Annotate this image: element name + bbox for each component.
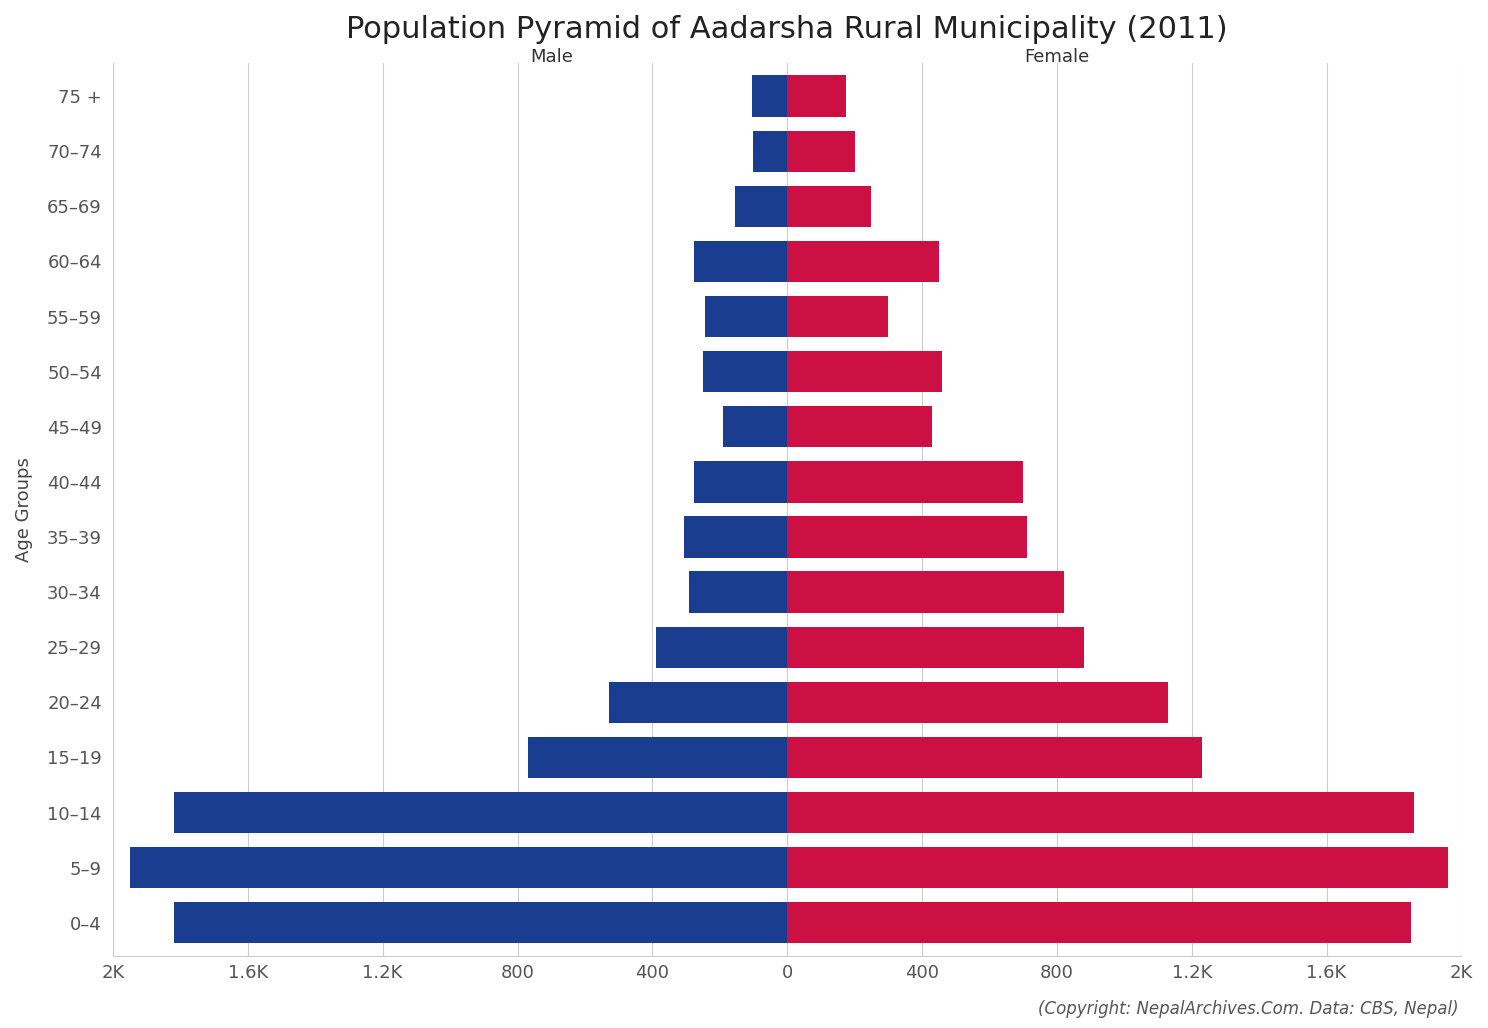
Bar [695, 462, 787, 503]
Bar [174, 792, 787, 834]
Bar [689, 572, 787, 613]
Bar [174, 903, 787, 944]
Bar [787, 75, 847, 117]
Text: (Copyright: NepalArchives.Com. Data: CBS, Nepal): (Copyright: NepalArchives.Com. Data: CBS… [1037, 999, 1458, 1018]
Bar [787, 296, 888, 337]
Bar [751, 75, 787, 117]
Bar [702, 351, 787, 393]
Bar [787, 626, 1083, 668]
Bar [129, 847, 787, 888]
Bar [787, 792, 1414, 834]
Bar [705, 296, 787, 337]
Text: Female: Female [1024, 47, 1089, 66]
Y-axis label: Age Groups: Age Groups [15, 457, 33, 562]
Bar [787, 241, 939, 282]
Bar [787, 572, 1064, 613]
Text: Male: Male [530, 47, 573, 66]
Bar [787, 186, 872, 227]
Bar [787, 682, 1168, 723]
Title: Population Pyramid of Aadarsha Rural Municipality (2011): Population Pyramid of Aadarsha Rural Mun… [347, 15, 1228, 44]
Bar [656, 626, 787, 668]
Bar [787, 406, 931, 447]
Bar [528, 737, 787, 778]
Bar [723, 406, 787, 447]
Bar [753, 131, 787, 172]
Bar [684, 516, 787, 557]
Bar [787, 737, 1202, 778]
Bar [787, 462, 1024, 503]
Bar [695, 241, 787, 282]
Bar [609, 682, 787, 723]
Bar [787, 131, 854, 172]
Bar [787, 351, 942, 393]
Bar [787, 903, 1411, 944]
Bar [735, 186, 787, 227]
Bar [787, 516, 1027, 557]
Bar [787, 847, 1448, 888]
